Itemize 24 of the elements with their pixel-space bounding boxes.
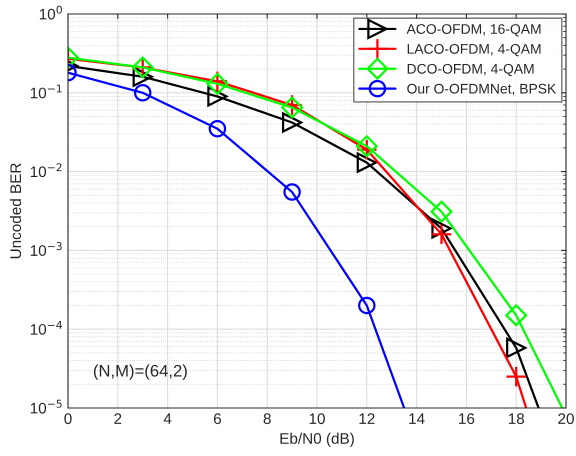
x-tick-label: 8 bbox=[264, 413, 271, 424]
annotation: (N,M)=(64,2) bbox=[94, 364, 187, 380]
y-tick-label: 10$^{−4}$ bbox=[30, 320, 62, 335]
x-tick-label: 14 bbox=[409, 413, 425, 424]
x-axis-title: Eb/N0 (dB) bbox=[280, 432, 354, 447]
x-tick-label: 20 bbox=[558, 413, 574, 424]
x-tick-label: 12 bbox=[359, 413, 375, 424]
y-tick-label: 10$^{−2}$ bbox=[30, 163, 62, 178]
x-tick-label: 2 bbox=[114, 413, 122, 424]
y-tick-label: 10$^{−3}$ bbox=[30, 242, 62, 256]
legend-label: Our O-OFDMNet, BPSK bbox=[407, 84, 556, 96]
x-tick-label: 4 bbox=[164, 413, 172, 424]
y-tick-label: 10$^{−5}$ bbox=[30, 400, 62, 414]
x-tick-label: 16 bbox=[459, 413, 474, 424]
y-axis-title: Uncoded BER bbox=[10, 163, 22, 258]
y-tick-label: 10$^{−1}$ bbox=[30, 84, 62, 98]
legend-label: DCO-OFDM, 4-QAM bbox=[408, 64, 534, 76]
x-tick-label: 10 bbox=[310, 413, 325, 424]
y-tick-label: 10$^{0}$ bbox=[40, 6, 62, 20]
x-tick-label: 6 bbox=[214, 413, 221, 424]
x-tick-label: 18 bbox=[508, 413, 524, 424]
x-tick-label: 0 bbox=[64, 413, 72, 424]
legend-label: ACO-OFDM, 16-QAM bbox=[406, 24, 540, 36]
legend-label: LACO-OFDM, 4-QAM bbox=[408, 44, 540, 56]
